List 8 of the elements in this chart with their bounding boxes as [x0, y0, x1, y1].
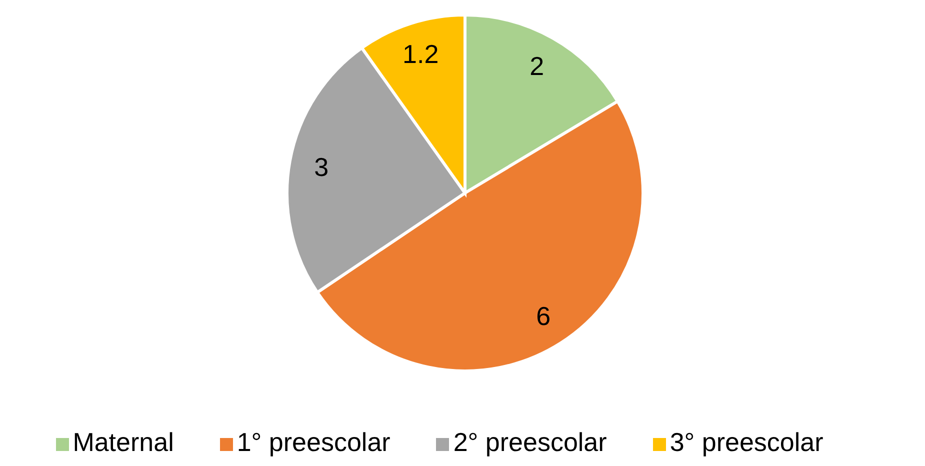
- data-label: 2: [530, 50, 544, 81]
- legend-label: 1° preescolar: [236, 427, 390, 457]
- data-label: 3: [314, 152, 329, 182]
- legend-label: 2° preescolar: [453, 427, 607, 457]
- data-label: 1.2: [402, 38, 439, 69]
- data-label: 6: [536, 301, 551, 332]
- legend-label: 3° preescolar: [670, 427, 824, 457]
- legend-label: Maternal: [72, 427, 174, 457]
